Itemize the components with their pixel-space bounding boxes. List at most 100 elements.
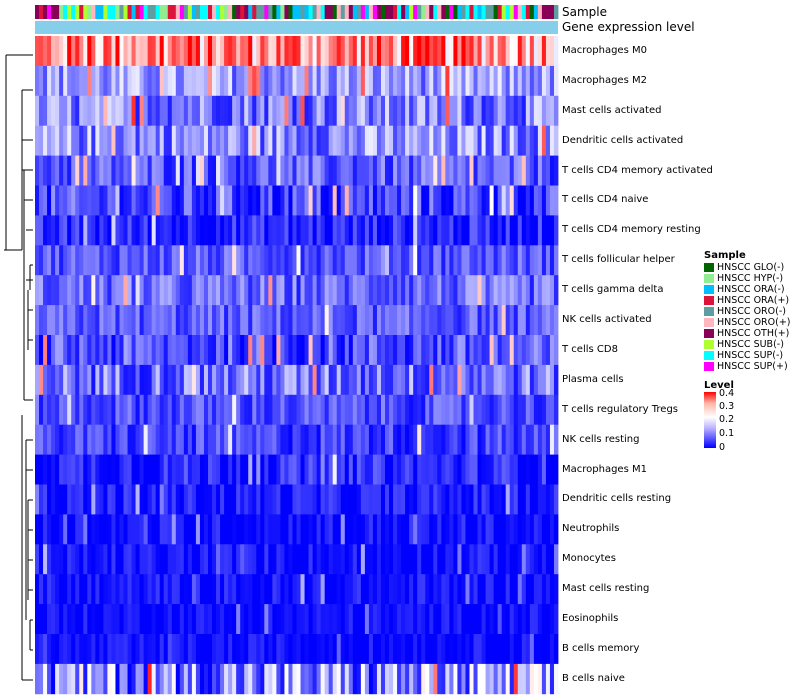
- heatmap-cell: [256, 36, 261, 67]
- heatmap-cell: [312, 185, 318, 216]
- heatmap-cell: [525, 424, 531, 455]
- heatmap-cell: [224, 155, 229, 186]
- heatmap-cell: [368, 663, 374, 695]
- heatmap-cell: [493, 364, 499, 396]
- heatmap-cell: [127, 155, 132, 186]
- heatmap-cell: [71, 305, 76, 336]
- heatmap-cell: [401, 663, 406, 695]
- heatmap-cell: [356, 305, 362, 336]
- heatmap-cell: [63, 275, 68, 306]
- heatmap-cell: [35, 394, 40, 426]
- heatmap-cell: [79, 424, 84, 455]
- heatmap-cell: [199, 484, 205, 515]
- heatmap-cell: [79, 215, 84, 246]
- heatmap-cell: [461, 544, 466, 575]
- heatmap-cell: [385, 544, 390, 575]
- level-tick-1: 0.3: [719, 401, 735, 412]
- heatmap-cell: [260, 663, 265, 695]
- heatmap-cell: [179, 335, 185, 366]
- heatmap-cell: [533, 394, 539, 426]
- heatmap-cell: [288, 634, 293, 665]
- row-label: Mast cells activated: [562, 104, 662, 116]
- heatmap-cell: [187, 604, 193, 635]
- heatmap-cell: [91, 155, 96, 186]
- heatmap-cell: [123, 155, 128, 186]
- heatmap-cell: [413, 574, 418, 605]
- heatmap-cell: [445, 484, 450, 515]
- heatmap-cell: [151, 663, 157, 695]
- heatmap-cell: [135, 514, 140, 545]
- heatmap-cell: [453, 155, 458, 186]
- heatmap-cell: [364, 275, 370, 306]
- heatmap-cell: [107, 36, 112, 67]
- heatmap-cell: [95, 275, 100, 306]
- heatmap-cell: [356, 185, 362, 216]
- heatmap-cell: [139, 484, 145, 515]
- sample-cell: [272, 5, 277, 19]
- heatmap-cell: [497, 36, 503, 67]
- heatmap-cell: [83, 125, 88, 156]
- heatmap-cell: [308, 604, 313, 635]
- heatmap-cell: [521, 634, 527, 665]
- heatmap-cell: [111, 245, 116, 276]
- heatmap-cell: [99, 185, 104, 216]
- heatmap-cell: [457, 484, 462, 515]
- heatmap-cell: [328, 514, 334, 545]
- heatmap-cell: [240, 634, 245, 665]
- heatmap-cell: [453, 544, 458, 575]
- sample-cell: [232, 5, 237, 19]
- sample-cell: [308, 5, 313, 19]
- heatmap-cell: [553, 663, 559, 695]
- heatmap-cell: [280, 514, 285, 545]
- heatmap-cell: [248, 65, 253, 97]
- heatmap-cell: [340, 604, 346, 635]
- heatmap-cell: [103, 125, 108, 156]
- heatmap-cell: [167, 454, 173, 485]
- sample-legend-swatch: [704, 296, 714, 305]
- heatmap-cell: [155, 65, 161, 97]
- heatmap-cell: [272, 335, 277, 366]
- heatmap-cell: [380, 634, 386, 665]
- heatmap-cell: [481, 454, 486, 485]
- heatmap-cell: [143, 185, 149, 216]
- heatmap-cell: [533, 544, 539, 575]
- heatmap-cell: [272, 424, 277, 455]
- heatmap-cell: [421, 185, 426, 216]
- heatmap-cell: [131, 514, 136, 545]
- sample-cell: [437, 5, 442, 19]
- sample-cell: [236, 5, 241, 19]
- row-label: B cells naive: [562, 672, 625, 684]
- heatmap-cell: [228, 604, 233, 635]
- heatmap-cell: [469, 454, 474, 485]
- heatmap-cell: [195, 364, 201, 396]
- heatmap-cell: [107, 634, 112, 665]
- heatmap-cell: [413, 245, 418, 276]
- heatmap-cell: [79, 604, 84, 635]
- heatmap-cell: [71, 275, 76, 306]
- heatmap-cell: [521, 514, 527, 545]
- heatmap-cell: [224, 305, 229, 336]
- heatmap-cell: [372, 514, 378, 545]
- sample-cell: [212, 5, 217, 19]
- heatmap-cell: [151, 275, 157, 306]
- heatmap-cell: [43, 185, 48, 216]
- heatmap-cell: [525, 36, 531, 67]
- heatmap-cell: [393, 424, 398, 455]
- heatmap-cell: [99, 305, 104, 336]
- heatmap-cell: [75, 663, 80, 695]
- heatmap-cell: [397, 275, 402, 306]
- heatmap-cell: [207, 604, 213, 635]
- heatmap-cell: [203, 424, 209, 455]
- sample-cell: [352, 5, 358, 19]
- heatmap-cell: [425, 663, 430, 695]
- heatmap-cell: [417, 544, 422, 575]
- heatmap-cell: [489, 36, 495, 67]
- heatmap-cell: [417, 275, 422, 306]
- heatmap-cell: [212, 215, 217, 246]
- heatmap-cell: [179, 185, 185, 216]
- heatmap-cell: [51, 544, 56, 575]
- heatmap-cell: [280, 484, 285, 515]
- heatmap-cell: [163, 394, 169, 426]
- heatmap-cell: [47, 95, 52, 127]
- heatmap-cell: [328, 275, 334, 306]
